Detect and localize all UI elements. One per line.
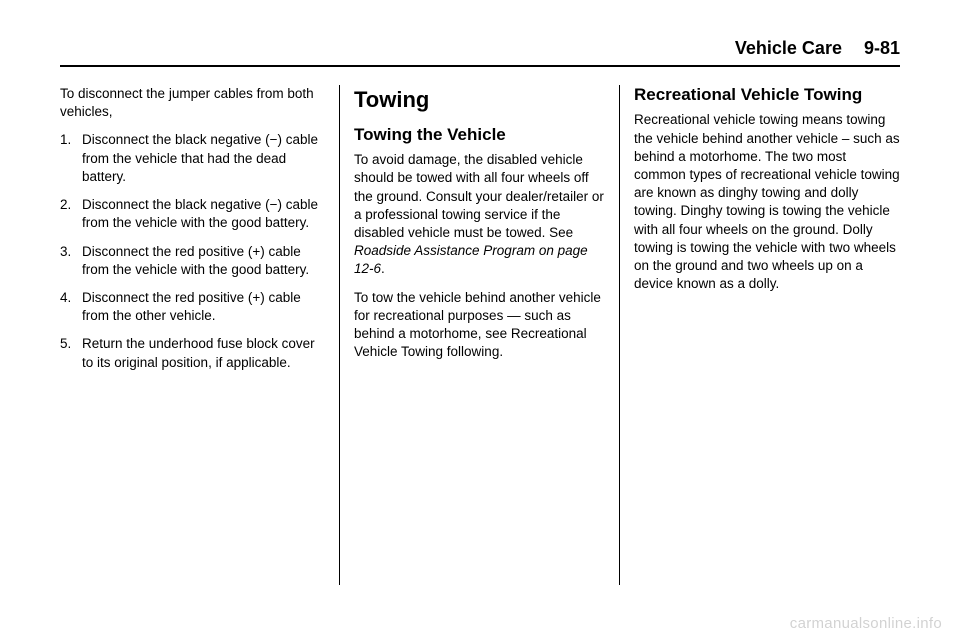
towing-paragraph-2: To tow the vehicle behind another vehicl… — [354, 289, 605, 362]
disconnect-steps-list: 1. Disconnect the black negative (−) cab… — [60, 131, 325, 371]
towing-vehicle-subheading: Towing the Vehicle — [354, 125, 605, 145]
step-1: 1. Disconnect the black negative (−) cab… — [60, 131, 325, 186]
step-number: 5. — [60, 335, 82, 371]
recreational-towing-paragraph: Recreational vehicle towing means towing… — [634, 111, 900, 293]
column-3: Recreational Vehicle Towing Recreational… — [620, 85, 900, 585]
step-5: 5. Return the underhood fuse block cover… — [60, 335, 325, 371]
step-number: 2. — [60, 196, 82, 232]
manual-page: Vehicle Care 9-81 To disconnect the jump… — [0, 0, 960, 642]
step-number: 4. — [60, 289, 82, 325]
roadside-assistance-reference: Roadside Assistance Program on page 12‑6 — [354, 243, 588, 276]
step-text: Disconnect the black negative (−) cable … — [82, 196, 325, 232]
watermark-text: carmanualsonline.info — [790, 615, 942, 632]
header-section-title: Vehicle Care — [735, 38, 842, 59]
step-number: 1. — [60, 131, 82, 186]
step-2: 2. Disconnect the black negative (−) cab… — [60, 196, 325, 232]
column-2: Towing Towing the Vehicle To avoid damag… — [340, 85, 620, 585]
header-page-number: 9-81 — [864, 38, 900, 59]
towing-p1-part-c: . — [381, 261, 385, 276]
step-text: Disconnect the black negative (−) cable … — [82, 131, 325, 186]
content-columns: To disconnect the jumper cables from bot… — [60, 85, 900, 585]
step-text: Return the underhood fuse block cover to… — [82, 335, 325, 371]
step-3: 3. Disconnect the red positive (+) cable… — [60, 243, 325, 279]
towing-heading: Towing — [354, 85, 605, 115]
step-text: Disconnect the red positive (+) cable fr… — [82, 289, 325, 325]
step-text: Disconnect the red positive (+) cable fr… — [82, 243, 325, 279]
step-4: 4. Disconnect the red positive (+) cable… — [60, 289, 325, 325]
towing-p1-part-a: To avoid damage, the disabled vehicle sh… — [354, 152, 604, 240]
column-1: To disconnect the jumper cables from bot… — [60, 85, 340, 585]
jumper-intro-text: To disconnect the jumper cables from bot… — [60, 85, 325, 121]
page-header: Vehicle Care 9-81 — [60, 38, 900, 67]
towing-paragraph-1: To avoid damage, the disabled vehicle sh… — [354, 151, 605, 279]
recreational-towing-heading: Recreational Vehicle Towing — [634, 85, 900, 105]
step-number: 3. — [60, 243, 82, 279]
